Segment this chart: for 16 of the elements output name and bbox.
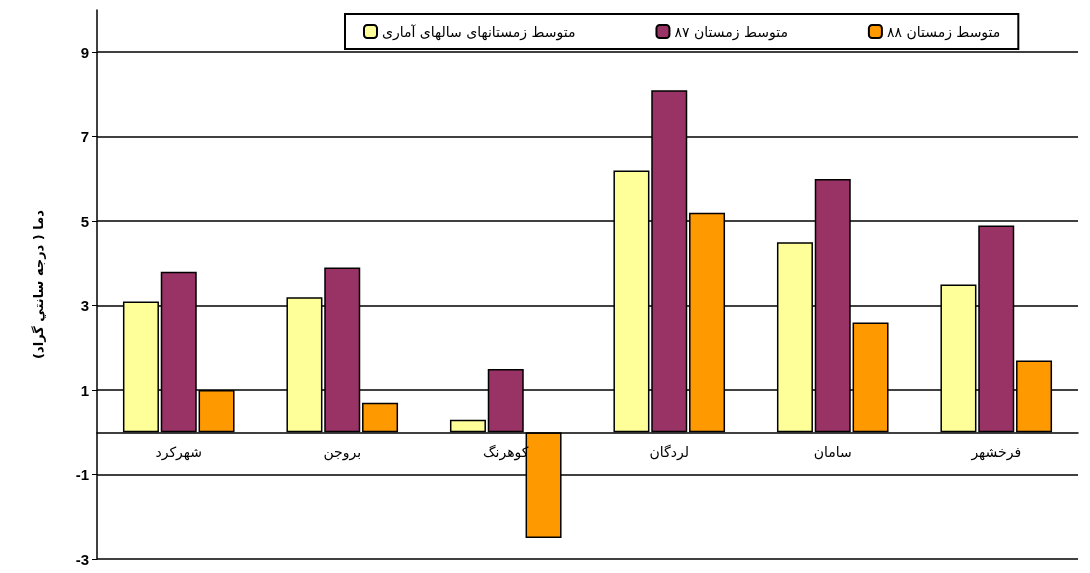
y-tick-label: -1 bbox=[75, 466, 89, 484]
legend-label: متوسط زمستانهای سالهای آماری bbox=[382, 23, 576, 41]
y-tick-label: 9 bbox=[80, 43, 89, 61]
legend-label: متوسط زمستان ۸۷ bbox=[674, 23, 788, 41]
y-tick-label: 5 bbox=[80, 212, 89, 230]
legend-label: متوسط زمستان ۸۸ bbox=[886, 23, 1001, 41]
y-axis-title: دما ( درجه سانتي گراد) bbox=[30, 209, 46, 359]
x-tick-label: فرخشهر bbox=[970, 443, 1022, 461]
y-tick-label: -3 bbox=[75, 550, 89, 568]
y-tick-label: 1 bbox=[80, 381, 89, 399]
y-tick-label: 7 bbox=[80, 128, 89, 146]
x-tick-label: سامان bbox=[813, 443, 852, 460]
x-tick-label: شهرکرد bbox=[155, 443, 203, 461]
x-tick-label: بروجن bbox=[323, 443, 362, 461]
y-tick-label: 3 bbox=[80, 297, 89, 315]
x-tick-label: لردگان bbox=[649, 443, 689, 461]
